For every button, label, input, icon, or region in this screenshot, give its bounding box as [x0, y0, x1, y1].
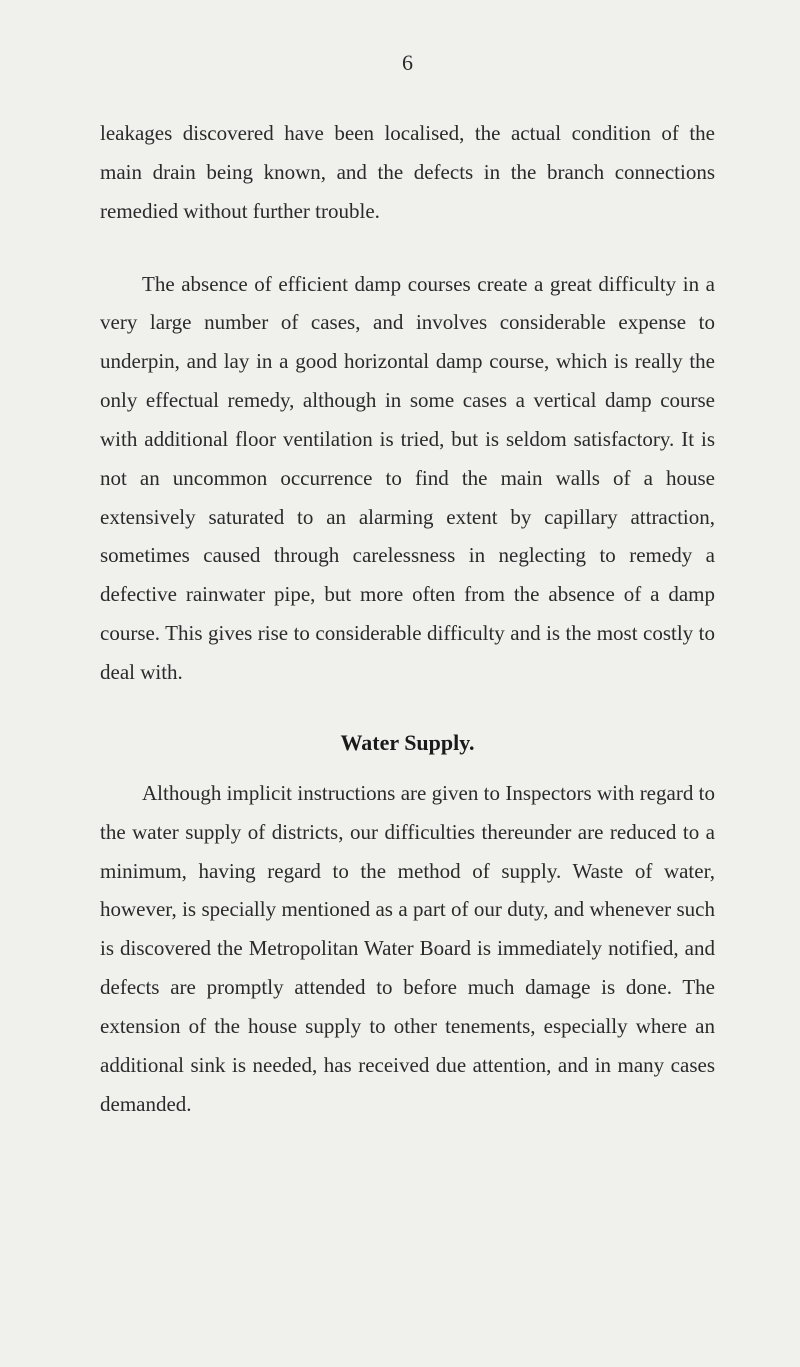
section-heading-water-supply: Water Supply.	[100, 730, 715, 756]
paragraph-3: Although implicit instructions are given…	[100, 774, 715, 1124]
page-number: 6	[100, 50, 715, 76]
paragraph-2: The absence of efficient damp courses cr…	[100, 265, 715, 692]
paragraph-1: leakages discovered have been localised,…	[100, 114, 715, 231]
